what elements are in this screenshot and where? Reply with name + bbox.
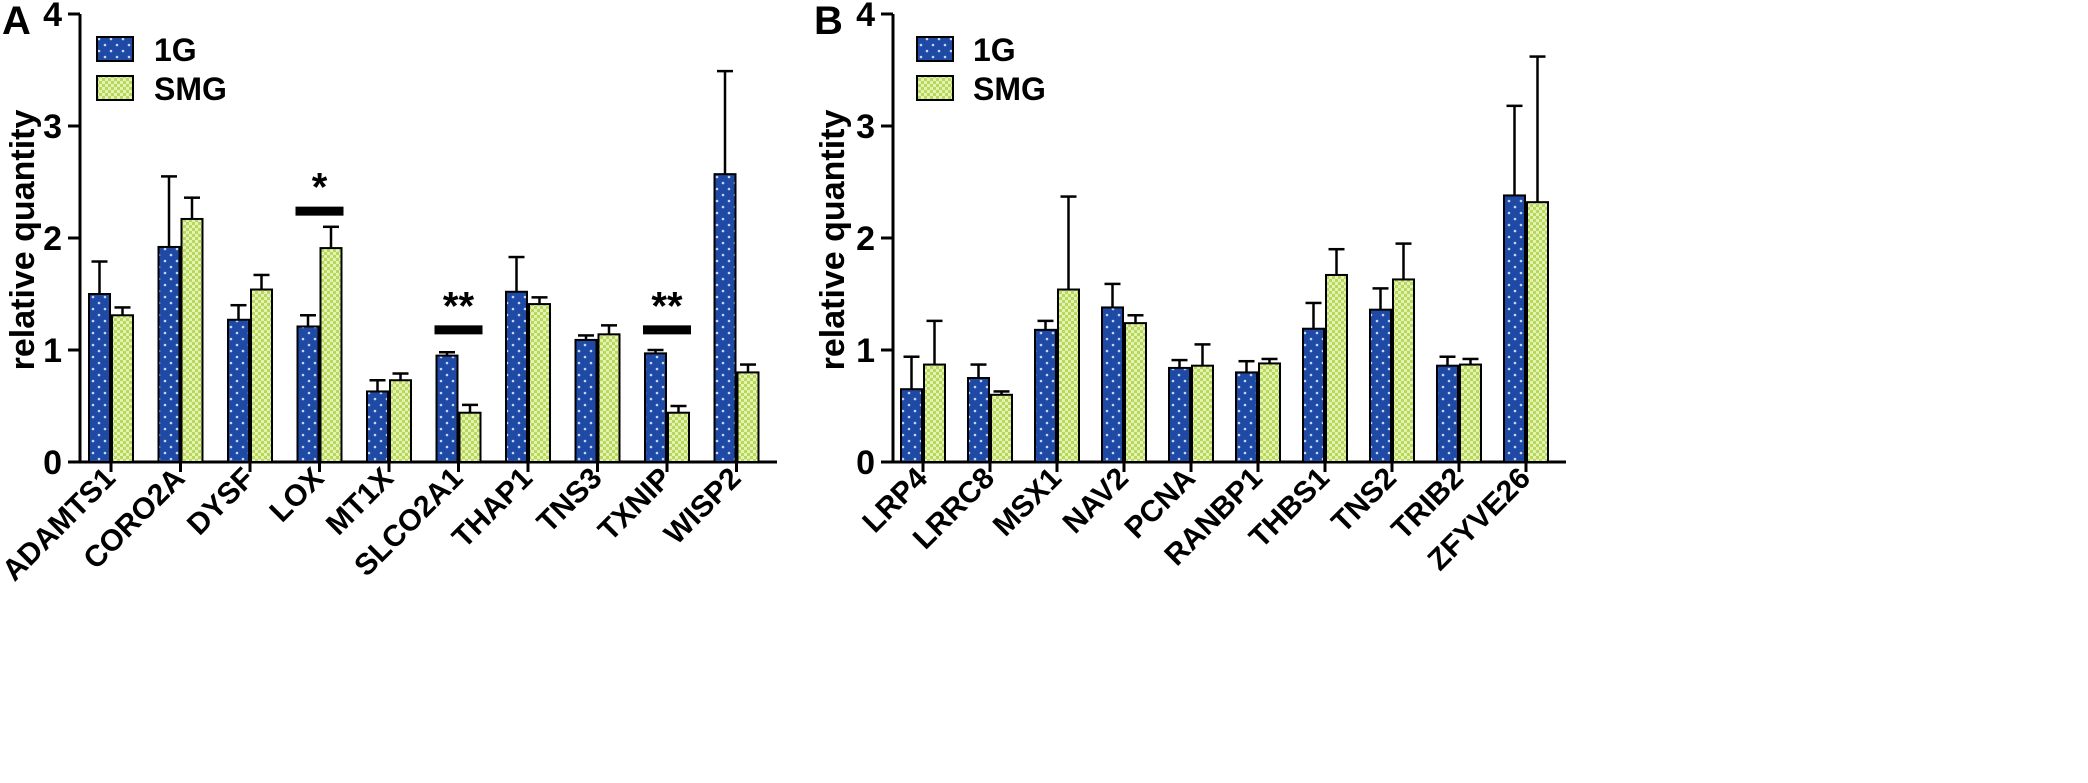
- bars-b: [900, 55, 1549, 464]
- y-ticks-a: 0 1 2 3 4: [43, 0, 80, 482]
- y-axis-label-a: relative quantity: [4, 110, 42, 371]
- bar-smg-slco2a1: [458, 411, 482, 463]
- bar-1g-thbs1: [1302, 327, 1325, 463]
- legend-label-1g: 1G: [154, 32, 197, 68]
- significance-a: *** **: [295, 166, 691, 335]
- bar-smg-ranbp1: [1258, 362, 1281, 463]
- bar-1g-msx1: [1034, 328, 1057, 463]
- category-label-dysf: DYSF: [181, 462, 261, 542]
- y-tick-label: 4: [856, 0, 875, 34]
- category-labels-b: LRP4LRRC8MSX1NAV2PCNARANBP1THBS1TNS2TRIB…: [856, 461, 1537, 577]
- significance-bar-lox: [295, 206, 344, 216]
- bar-smg-thap1: [528, 303, 551, 463]
- bar-smg-txnip: [667, 411, 690, 463]
- legend-swatch-smg: [96, 75, 134, 101]
- bar-smg-tns3: [597, 333, 621, 464]
- y-tick-label: 1: [856, 332, 875, 370]
- bar-smg-msx1: [1057, 288, 1080, 463]
- bar-1g-zfyve26: [1503, 194, 1526, 463]
- category-label-wisp2: WISP2: [658, 462, 747, 551]
- bar-1g-pcna: [1168, 366, 1191, 464]
- bar-1g-tns2: [1369, 308, 1392, 463]
- significance-bar-txnip: [643, 325, 691, 335]
- panel-letter-b: B: [814, 0, 843, 43]
- bar-1g-tns3: [574, 338, 598, 464]
- category-label-msx1: MSX1: [987, 462, 1068, 543]
- bar-smg-tns2: [1392, 278, 1415, 463]
- bar-1g-wisp2: [713, 173, 737, 463]
- bar-smg-pcna: [1191, 364, 1214, 463]
- panel-b: B relative quantity 0 1 2 3 4 LRP4LRRC8MSX1N…: [814, 0, 1566, 577]
- legend-label-1g: 1G: [973, 32, 1016, 68]
- bar-smg-dysf: [250, 288, 273, 463]
- bar-1g-txnip: [644, 352, 667, 463]
- bar-1g-adamts1: [88, 293, 111, 463]
- bar-smg-lox: [319, 247, 343, 463]
- y-tick-label: 2: [43, 220, 62, 258]
- bar-1g-mt1x: [366, 390, 389, 463]
- category-label-nav2: NAV2: [1057, 462, 1135, 540]
- y-tick-label: 3: [856, 108, 875, 146]
- bar-1g-thap1: [505, 290, 528, 464]
- legend-label-smg: SMG: [154, 71, 227, 107]
- significance-label-slco2a1: **: [443, 284, 475, 328]
- legend-b: 1G SMG: [916, 32, 1046, 107]
- bar-smg-lrrc8: [990, 393, 1013, 463]
- bar-smg-zfyve26: [1526, 201, 1549, 463]
- y-ticks-b: 0 1 2 3 4: [856, 0, 893, 482]
- bar-smg-wisp2: [736, 371, 760, 463]
- bar-1g-slco2a1: [435, 354, 459, 464]
- significance-bar-slco2a1: [434, 325, 483, 335]
- bars-a: [88, 69, 760, 464]
- legend-swatch-1g: [916, 36, 954, 62]
- y-tick-label: 0: [43, 444, 62, 482]
- bar-1g-lrrc8: [967, 377, 990, 463]
- bar-1g-trib2: [1436, 364, 1459, 463]
- bar-1g-lox: [296, 325, 320, 464]
- y-tick-label: 3: [43, 108, 62, 146]
- y-tick-label: 0: [856, 444, 875, 482]
- y-tick-label: 1: [43, 332, 62, 370]
- panel-letter-a: A: [2, 0, 31, 43]
- bar-smg-coro2a: [180, 217, 204, 463]
- legend-swatch-smg: [916, 75, 954, 101]
- bar-1g-dysf: [227, 318, 250, 464]
- significance-label-lox: *: [312, 166, 328, 210]
- y-tick-label: 2: [856, 220, 875, 258]
- legend-a: 1G SMG: [96, 32, 227, 107]
- bar-smg-trib2: [1459, 363, 1482, 463]
- bar-1g-lrp4: [900, 388, 923, 464]
- significance-label-txnip: **: [651, 284, 683, 328]
- bar-smg-thbs1: [1325, 273, 1348, 463]
- y-axis-label-b: relative quantity: [814, 110, 852, 371]
- bar-1g-nav2: [1101, 306, 1124, 463]
- bar-smg-nav2: [1124, 322, 1147, 463]
- legend-swatch-1g: [96, 36, 134, 62]
- bar-smg-adamts1: [111, 314, 134, 463]
- y-tick-label: 4: [43, 0, 62, 34]
- bar-1g-coro2a: [157, 245, 181, 463]
- legend-label-smg: SMG: [973, 71, 1046, 107]
- bar-smg-lrp4: [923, 363, 946, 463]
- bar-smg-mt1x: [389, 379, 412, 463]
- bar-1g-ranbp1: [1235, 371, 1258, 463]
